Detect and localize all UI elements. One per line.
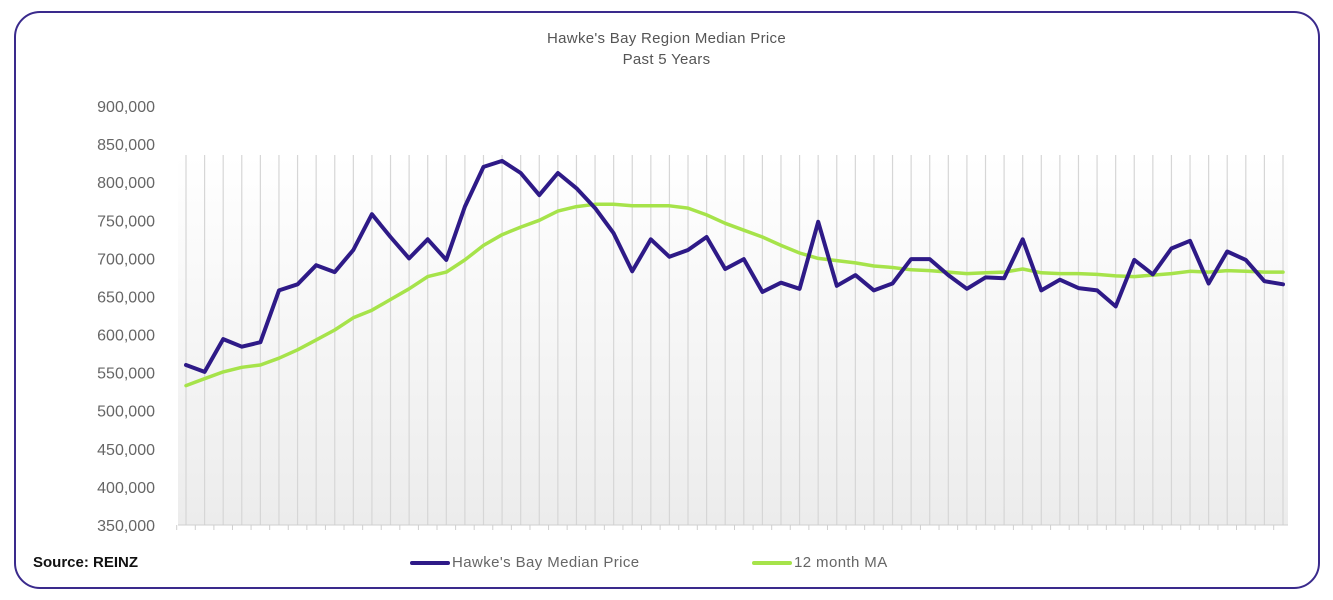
y-tick-label: 850,000 <box>97 137 155 154</box>
y-tick-label: 800,000 <box>97 175 155 192</box>
y-tick-label: 900,000 <box>97 99 155 116</box>
source-note: Source: REINZ <box>33 554 139 571</box>
legend-swatch-ma <box>752 560 792 565</box>
legend-item-ma: 12 month MA <box>752 554 888 571</box>
legend-label-ma: 12 month MA <box>794 554 888 571</box>
series-line-12-month-ma <box>184 202 1285 388</box>
y-tick-label: 650,000 <box>97 289 155 306</box>
y-tick-label: 450,000 <box>97 442 155 459</box>
y-tick-label: 400,000 <box>97 480 155 497</box>
y-tick-label: 550,000 <box>97 366 155 383</box>
plot-area <box>178 155 1288 525</box>
y-tick-label: 600,000 <box>97 328 155 345</box>
y-tick-label: 700,000 <box>97 251 155 268</box>
chart-title: Hawke's Bay Region Median Price <box>547 30 786 47</box>
legend-swatch-median <box>410 560 450 565</box>
legend-item-median: Hawke's Bay Median Price <box>410 554 640 571</box>
chart-subtitle: Past 5 Years <box>622 51 711 68</box>
y-tick-label: 350,000 <box>97 518 155 535</box>
series-line-median-price <box>184 158 1285 374</box>
chart-frame <box>14 11 1320 589</box>
y-tick-label: 750,000 <box>97 213 155 230</box>
legend-label-median: Hawke's Bay Median Price <box>452 554 640 571</box>
y-tick-label: 500,000 <box>97 404 155 421</box>
